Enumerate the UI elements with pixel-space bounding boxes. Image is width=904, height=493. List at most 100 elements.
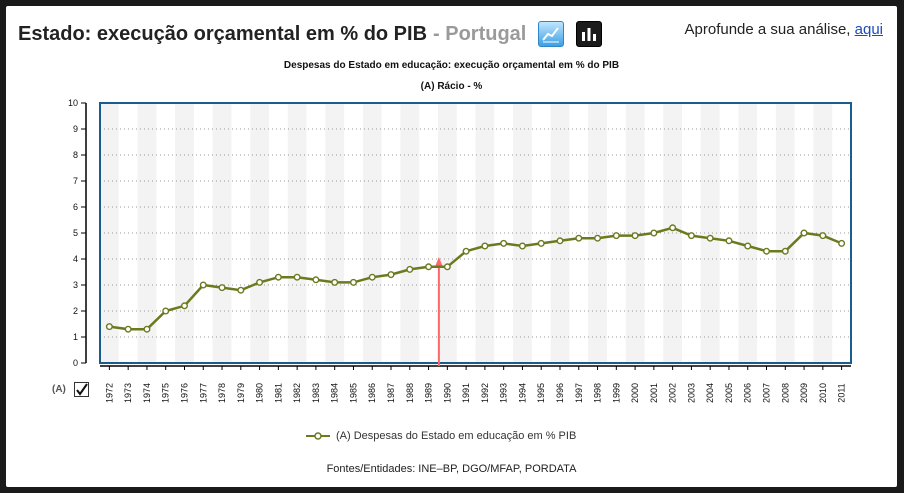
legend-label: (A) Despesas do Estado em educação em % …: [336, 430, 577, 442]
check-icon: [76, 383, 88, 396]
data-point: [425, 263, 433, 271]
data-point: [199, 281, 207, 289]
data-point: [105, 323, 113, 331]
column-band: [738, 103, 758, 363]
data-point: [237, 286, 245, 294]
y-tick-label: 10: [68, 98, 78, 108]
x-tick-label: 1980: [255, 383, 265, 403]
y-tick-label: 1: [73, 332, 78, 342]
data-point: [669, 224, 677, 232]
x-tick-label: 1978: [217, 383, 227, 403]
y-tick-label: 2: [73, 306, 78, 316]
data-point: [331, 278, 339, 286]
x-tick-label: 1983: [311, 383, 321, 403]
x-tick-label: 1989: [424, 383, 434, 403]
data-point: [256, 278, 264, 286]
x-tick-label: 2005: [724, 383, 734, 403]
x-tick-label: 2000: [630, 383, 640, 403]
x-tick-label: 1974: [142, 383, 152, 403]
data-point: [387, 271, 395, 279]
x-tick-label: 2003: [686, 383, 696, 403]
x-tick-label: 2006: [743, 383, 753, 403]
data-point: [819, 232, 827, 240]
x-tick-label: 1992: [480, 383, 490, 403]
column-band: [325, 103, 345, 363]
y-tick-label: 9: [73, 124, 78, 134]
reference-marker-arrow: [434, 257, 443, 267]
x-tick-label: 1981: [273, 383, 283, 403]
x-tick-label: 1998: [593, 383, 603, 403]
x-tick-label: 1984: [330, 383, 340, 403]
data-point: [631, 232, 639, 240]
x-tick-label: 1982: [292, 383, 302, 403]
data-point: [518, 242, 526, 250]
x-tick-label: 1999: [611, 383, 621, 403]
data-point: [443, 263, 451, 271]
data-point: [556, 237, 564, 245]
data-point: [218, 284, 226, 292]
x-tick-label: 1994: [517, 383, 527, 403]
data-point: [500, 239, 508, 247]
data-point: [838, 239, 846, 247]
data-point: [143, 325, 151, 333]
series-tag: (A): [52, 384, 66, 395]
data-point: [800, 229, 808, 237]
x-tick-label: 2008: [780, 383, 790, 403]
y-tick-label: 4: [73, 254, 78, 264]
x-tick-label: 2007: [762, 383, 772, 403]
x-tick-label: 1997: [574, 383, 584, 403]
data-point: [462, 247, 470, 255]
chart-title: Despesas do Estado em educação: execução…: [283, 60, 620, 71]
x-tick-label: 2010: [818, 383, 828, 403]
data-point: [687, 232, 695, 240]
series-toggle: (A): [52, 382, 89, 397]
column-band: [550, 103, 570, 363]
x-tick-label: 1993: [499, 383, 509, 403]
data-point: [124, 325, 132, 333]
column-band: [700, 103, 720, 363]
deeper-analysis-text: Aprofunde a sua análise,: [684, 21, 851, 38]
x-tick-label: 1975: [161, 383, 171, 403]
data-point: [744, 242, 752, 250]
y-tick-label: 8: [73, 150, 78, 160]
title-bar: Estado: execução orçamental em % do PIB …: [18, 16, 603, 52]
deeper-analysis-link[interactable]: aqui: [854, 21, 883, 38]
x-tick-label: 2002: [668, 383, 678, 403]
x-tick-label: 2004: [705, 383, 715, 403]
column-band: [775, 103, 795, 363]
data-point: [706, 234, 714, 242]
x-tick-label: 2001: [649, 383, 659, 403]
column-band: [100, 103, 119, 363]
column-band: [400, 103, 420, 363]
x-tick-label: 1988: [405, 383, 415, 403]
data-point: [612, 232, 620, 240]
data-point: [312, 276, 320, 284]
plot-frame: [99, 102, 852, 364]
data-point: [650, 229, 658, 237]
y-tick-label: 3: [73, 280, 78, 290]
x-tick-label: 2009: [799, 383, 809, 403]
column-band: [250, 103, 269, 363]
data-point: [537, 239, 545, 247]
chart-subtitle: (A) Rácio - %: [420, 81, 483, 92]
data-point: [575, 234, 583, 242]
data-point: [368, 273, 376, 281]
x-tick-label: 1973: [123, 383, 133, 403]
y-tick-label: 7: [73, 176, 78, 186]
bar-chart-icon[interactable]: [576, 21, 603, 47]
data-point: [349, 278, 357, 286]
page-title: Estado: execução orçamental em % do PIB: [18, 22, 428, 45]
column-band: [588, 103, 607, 363]
x-tick-label: 1990: [442, 383, 452, 403]
x-tick-label: 1979: [236, 383, 246, 403]
column-band: [437, 103, 457, 363]
data-point: [162, 307, 170, 315]
series-checkbox[interactable]: [73, 382, 89, 397]
data-point: [781, 247, 789, 255]
column-band: [287, 103, 307, 363]
y-tick-label: 5: [73, 228, 78, 238]
series-line: [109, 226, 843, 331]
x-tick-label: 1991: [461, 383, 471, 403]
legend[interactable]: (A) Despesas do Estado em educação em % …: [306, 430, 576, 442]
line-chart-icon[interactable]: [538, 21, 565, 47]
